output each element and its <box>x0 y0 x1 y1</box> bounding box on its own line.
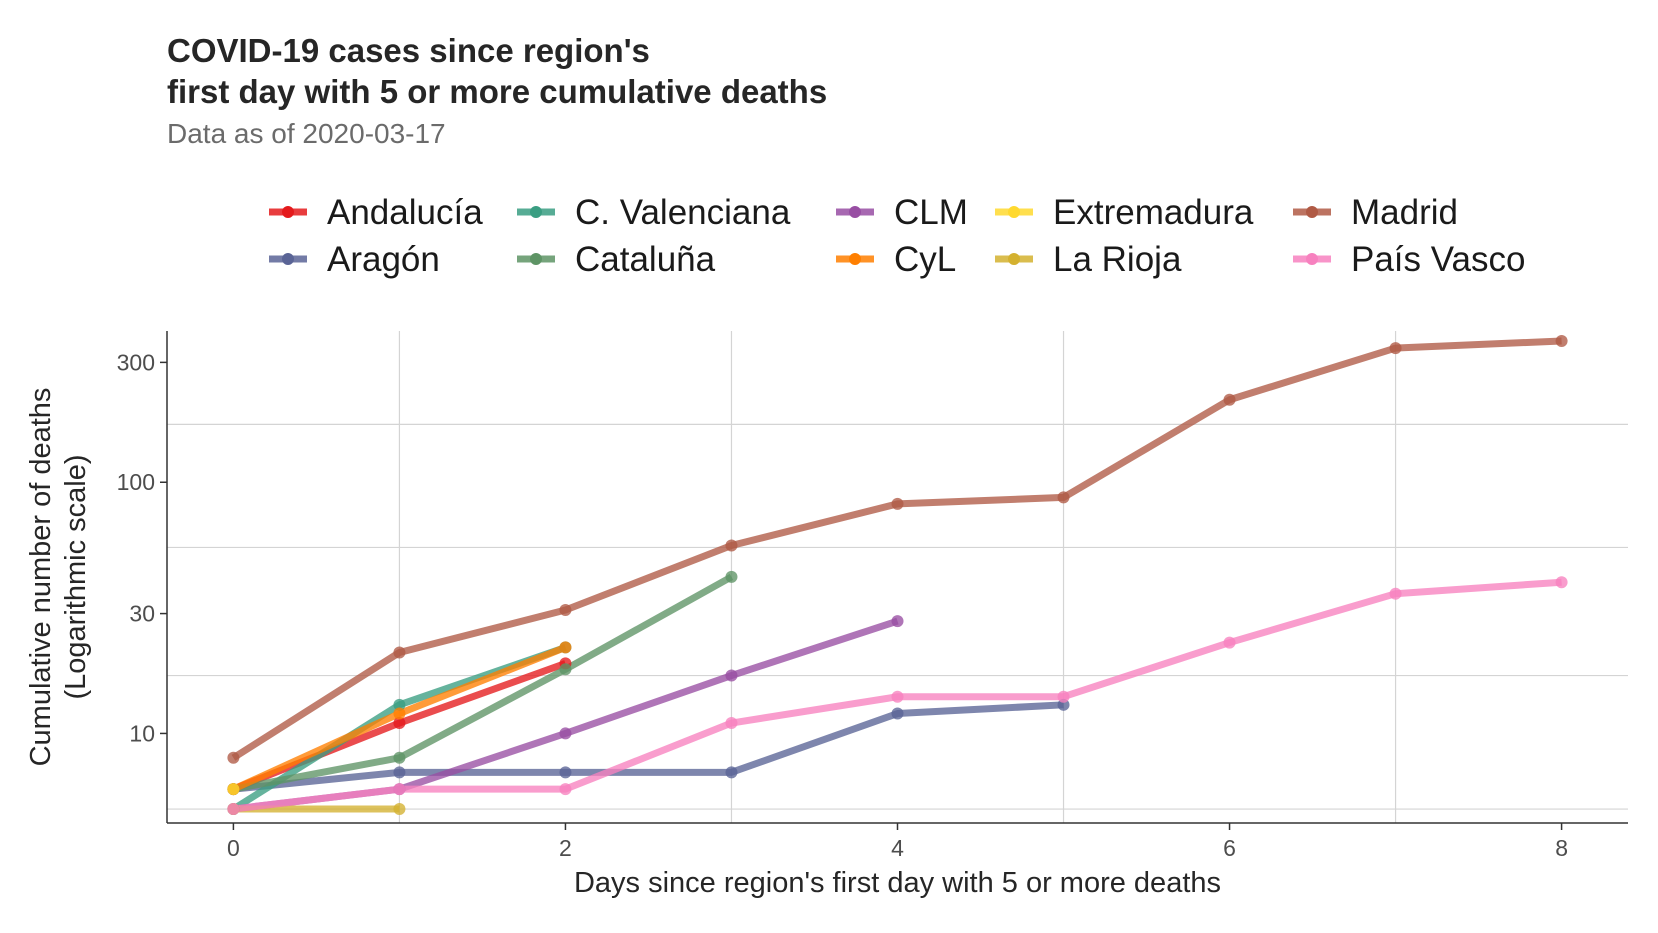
y-axis-title-line: (Logarithmic scale) <box>60 455 92 700</box>
legend-label: La Rioja <box>1053 240 1182 279</box>
series-line-arag-n <box>233 701 1064 793</box>
y-tick-label: 100 <box>117 469 155 495</box>
data-point-cyl <box>393 707 406 720</box>
y-tick-label: 10 <box>129 720 155 746</box>
series-points <box>227 334 1568 816</box>
x-tick-label: 4 <box>891 835 904 861</box>
data-point-cyl <box>559 641 572 654</box>
data-point-pa-s-vasco <box>1057 690 1070 703</box>
data-point-arag-n <box>891 707 904 720</box>
data-point-clm <box>559 727 572 740</box>
data-point-madrid <box>1057 491 1070 504</box>
data-point-arag-n <box>559 766 572 779</box>
data-point-catalu-a <box>559 663 572 676</box>
data-point-pa-s-vasco <box>227 803 240 816</box>
legend-key-point <box>849 206 861 218</box>
data-point-c-valenciana <box>393 698 406 711</box>
legend-item-clm: CLM <box>836 193 968 232</box>
y-axis-title: Cumulative number of deaths (Logarithmic … <box>25 388 92 767</box>
data-point-pa-s-vasco <box>1389 587 1402 600</box>
legend-label: Cataluña <box>575 240 716 279</box>
legend-key-point <box>1008 206 1020 218</box>
chart-subtitle: Data as of 2020-03-17 <box>167 118 446 149</box>
chart-title-block: COVID-19 cases since region's first day … <box>167 30 827 152</box>
chart-title-line-1: COVID-19 cases since region's <box>167 32 650 69</box>
x-tick-label: 8 <box>1555 835 1568 861</box>
legend-key-point <box>1008 253 1020 265</box>
legend-key-point <box>1306 253 1318 265</box>
data-point-madrid <box>227 751 240 764</box>
series-lines <box>231 337 1562 813</box>
legend-label: CLM <box>894 193 968 232</box>
legend-key-point <box>849 253 861 265</box>
legend-key-point <box>282 206 294 218</box>
axes: 0 2 4 6 8 10 30 100 300 <box>117 331 1628 861</box>
data-point-pa-s-vasco <box>891 690 904 703</box>
data-point-madrid <box>891 497 904 510</box>
legend-item-cyl: CyL <box>836 240 956 279</box>
legend-label: Andalucía <box>327 193 483 232</box>
legend-item-extremadura: Extremadura <box>995 193 1254 232</box>
legend: Andalucía Aragón C. Valenciana Cataluña CLM C… <box>269 193 1525 279</box>
data-point-pa-s-vasco <box>1223 636 1236 649</box>
data-point-pa-s-vasco <box>559 783 572 796</box>
legend-key-point <box>282 253 294 265</box>
legend-item-la-rioja: La Rioja <box>995 240 1182 279</box>
legend-label: Extremadura <box>1053 193 1254 232</box>
axis-labels: Days since region's first day with 5 or … <box>25 388 1221 899</box>
data-point-madrid <box>559 604 572 617</box>
legend-label: C. Valenciana <box>575 193 791 232</box>
legend-item-pa-s-vasco: País Vasco <box>1293 240 1525 279</box>
data-point-catalu-a <box>725 570 738 583</box>
data-point-madrid <box>1223 393 1236 406</box>
x-tick-label: 0 <box>227 835 240 861</box>
legend-item-c-valenciana: C. Valenciana <box>517 193 791 232</box>
data-point-pa-s-vasco <box>393 783 406 796</box>
x-tick-label: 2 <box>559 835 572 861</box>
series-line-catalu-a <box>232 573 734 793</box>
data-point-madrid <box>1389 342 1402 355</box>
legend-label: País Vasco <box>1351 240 1525 279</box>
data-point-andaluc-a <box>393 717 406 730</box>
y-tick-label: 30 <box>129 601 155 627</box>
legend-label: Aragón <box>327 240 440 279</box>
data-point-catalu-a <box>393 751 406 764</box>
data-point-madrid <box>725 539 738 552</box>
y-axis-title-line: Cumulative number of deaths <box>25 388 57 767</box>
legend-label: Madrid <box>1351 193 1458 232</box>
grid-lines <box>167 331 1628 823</box>
data-point-clm <box>891 615 904 628</box>
legend-item-andaluc-a: Andalucía <box>269 193 483 232</box>
data-point-extremadura <box>227 783 240 796</box>
x-tick-label: 6 <box>1223 835 1236 861</box>
legend-item-catalu-a: Cataluña <box>517 240 716 279</box>
data-point-arag-n <box>725 766 738 779</box>
y-tick-label: 300 <box>117 349 155 375</box>
legend-item-madrid: Madrid <box>1293 193 1458 232</box>
data-point-pa-s-vasco <box>1555 576 1568 589</box>
data-point-pa-s-vasco <box>725 717 738 730</box>
data-point-madrid <box>1555 334 1568 347</box>
chart-title-line-2: first day with 5 or more cumulative deat… <box>167 73 828 110</box>
legend-key-point <box>530 206 542 218</box>
data-point-arag-n <box>393 766 406 779</box>
data-point-clm <box>725 669 738 682</box>
x-axis-title: Days since region's first day with 5 or … <box>574 867 1221 899</box>
legend-label: CyL <box>894 240 956 279</box>
legend-key-point <box>530 253 542 265</box>
data-point-madrid <box>393 646 406 659</box>
legend-key-point <box>1306 206 1318 218</box>
data-point-la-rioja <box>393 803 406 816</box>
legend-item-arag-n: Aragón <box>269 240 440 279</box>
